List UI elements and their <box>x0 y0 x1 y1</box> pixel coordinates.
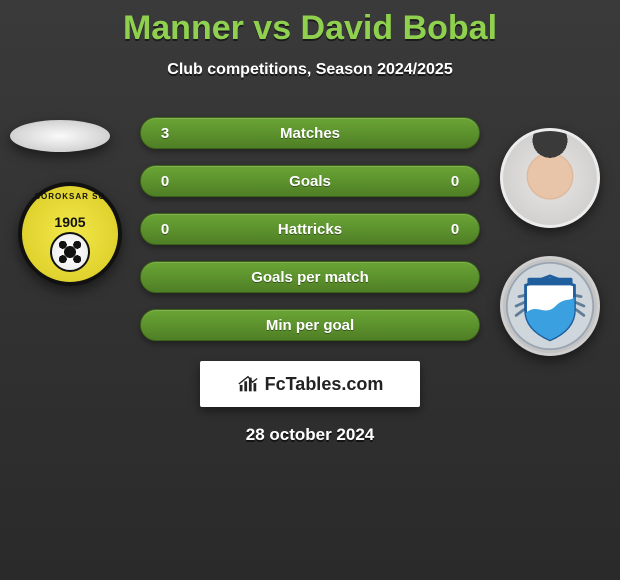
club-left-badge: SOROKSAR SC 1905 <box>18 182 122 286</box>
club-left-year: 1905 <box>22 214 118 230</box>
stat-left-value: 0 <box>155 221 175 238</box>
club-right-badge <box>500 256 600 356</box>
stat-label: Hattricks <box>175 221 445 238</box>
stat-row: 3 Matches <box>140 117 480 149</box>
club-left-arc-text: SOROKSAR SC <box>22 192 118 201</box>
stat-row: Goals per match <box>140 261 480 293</box>
stat-label: Goals <box>175 173 445 190</box>
stat-row: Min per goal <box>140 309 480 341</box>
page-subtitle: Club competitions, Season 2024/2025 <box>0 61 620 79</box>
stat-row: 0 Hattricks 0 <box>140 213 480 245</box>
player-left-avatar <box>10 120 110 152</box>
stat-left-value: 0 <box>155 173 175 190</box>
bar-chart-icon <box>237 373 259 395</box>
club-right-shield-icon <box>503 259 597 353</box>
page-title: Manner vs David Bobal <box>0 0 620 47</box>
stat-right-value: 0 <box>445 221 465 238</box>
date-text: 28 october 2024 <box>0 425 620 445</box>
player-right-avatar <box>500 128 600 228</box>
stat-left-value: 3 <box>155 125 175 142</box>
brand-text: FcTables.com <box>265 374 384 395</box>
stat-row: 0 Goals 0 <box>140 165 480 197</box>
stat-label: Matches <box>175 125 445 142</box>
stat-right-value: 0 <box>445 173 465 190</box>
stat-label: Min per goal <box>175 317 445 334</box>
brand-box: FcTables.com <box>200 361 420 407</box>
soccer-ball-icon <box>50 232 90 272</box>
stat-label: Goals per match <box>175 269 445 286</box>
